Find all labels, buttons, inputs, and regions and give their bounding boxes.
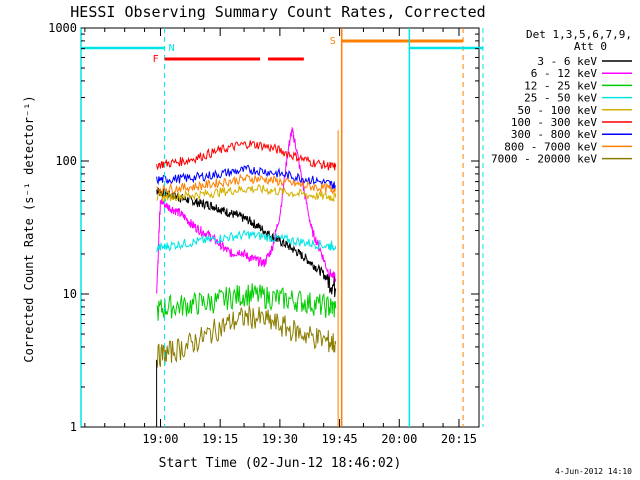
y-tick-label: 1: [70, 420, 77, 434]
legend-label-7: 800 - 7000 keV: [504, 140, 597, 153]
legend-label-8: 7000 - 20000 keV: [491, 153, 597, 166]
chart-title: HESSI Observing Summary Count Rates, Cor…: [70, 3, 485, 21]
series-line-0: [156, 187, 337, 298]
legend-label-5: 100 - 300 keV: [511, 116, 597, 129]
series-line-4: [156, 183, 337, 203]
y-tick-label: 100: [55, 154, 77, 168]
x-tick-label: 19:00: [142, 432, 178, 446]
legend-label-2: 12 - 25 keV: [524, 79, 597, 92]
legend-label-4: 50 - 100 keV: [518, 104, 598, 117]
x-tick-label: 19:15: [202, 432, 238, 446]
series-line-6: [156, 164, 336, 190]
plot-frame: [80, 27, 480, 428]
x-tick-label: 20:15: [441, 432, 477, 446]
series-line-2: [156, 283, 337, 321]
x-axis-label: Start Time (02-Jun-12 18:46:02): [159, 456, 402, 471]
night-label: N: [169, 43, 175, 54]
y-tick-label: 1000: [48, 21, 77, 35]
series-line-7: [156, 173, 336, 195]
x-tick-label: 20:00: [381, 432, 417, 446]
legend-label-1: 6 - 12 keV: [531, 67, 598, 80]
x-tick-label: 19:45: [322, 432, 358, 446]
series-line-1: [156, 127, 337, 294]
y-axis-label: Corrected Count Rate (s⁻¹ detector⁻¹): [22, 95, 36, 362]
footer-date: 4-Jun-2012 14:10: [555, 467, 632, 476]
legend-label-6: 300 - 800 keV: [511, 128, 597, 141]
y-tick-label: 10: [63, 287, 77, 301]
series-line-8: [156, 305, 337, 368]
legend-label-3: 25 - 50 keV: [524, 92, 597, 105]
legend-label-0: 3 - 6 keV: [537, 55, 597, 68]
legend-header-attenuator: Att 0: [574, 40, 607, 53]
series-line-3: [156, 229, 337, 252]
saa-label: S: [330, 36, 336, 47]
legend-header-detectors: Det 1,3,5,6,7,9,: [526, 28, 632, 41]
x-tick-label: 19:30: [262, 432, 298, 446]
flare-label: F: [153, 54, 159, 65]
series-line-5: [156, 140, 337, 171]
